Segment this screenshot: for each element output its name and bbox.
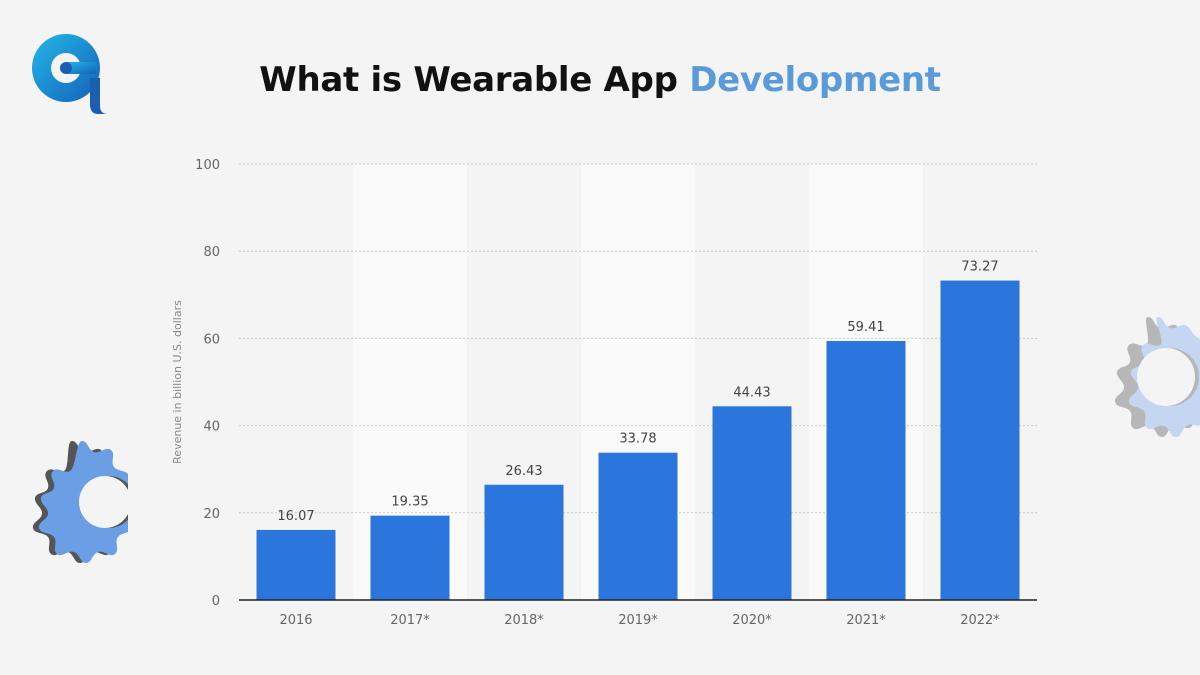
bar [712,406,792,600]
page-title: What is Wearable App Development [0,60,1200,100]
title-accent: Development [689,60,941,100]
x-tick-label: 2017* [390,613,430,628]
x-tick-label: 2020* [732,613,772,628]
x-tick-label: 2019* [618,613,658,628]
bar [370,515,450,600]
data-label: 16.07 [277,509,314,524]
y-tick-label: 80 [203,245,220,260]
tick-labels: 0 20 40 60 80 100 2016 2017* 2018* 2019* 2020* 2021… [195,158,1000,628]
title-main: What is Wearable App [259,60,678,100]
gear-icon [32,441,128,563]
y-tick-label: 60 [203,332,220,347]
gear-icon [1114,317,1200,437]
y-tick-label: 100 [195,158,220,173]
y-tick-label: 0 [212,594,220,609]
bar [256,529,336,600]
bar [484,484,564,600]
y-tick-label: 40 [203,420,220,435]
data-label: 19.35 [391,495,428,510]
bar [598,452,678,600]
data-label: 26.43 [505,464,542,479]
bar [940,280,1020,600]
bars [256,280,1020,600]
y-axis-label: Revenue in billion U.S. dollars [171,300,184,464]
brand-logo-icon [32,34,108,114]
x-tick-label: 2022* [960,613,1000,628]
x-tick-label: 2016 [279,613,312,628]
data-label: 33.78 [619,432,656,447]
bar [826,340,906,600]
data-labels: 16.07 19.35 26.43 33.78 44.43 59.41 73.27 [277,260,998,524]
data-label: 44.43 [733,385,770,400]
y-tick-label: 20 [203,507,220,522]
x-tick-label: 2021* [846,613,886,628]
data-label: 59.41 [847,320,884,335]
x-tick-label: 2018* [504,613,544,628]
data-label: 73.27 [961,260,998,275]
